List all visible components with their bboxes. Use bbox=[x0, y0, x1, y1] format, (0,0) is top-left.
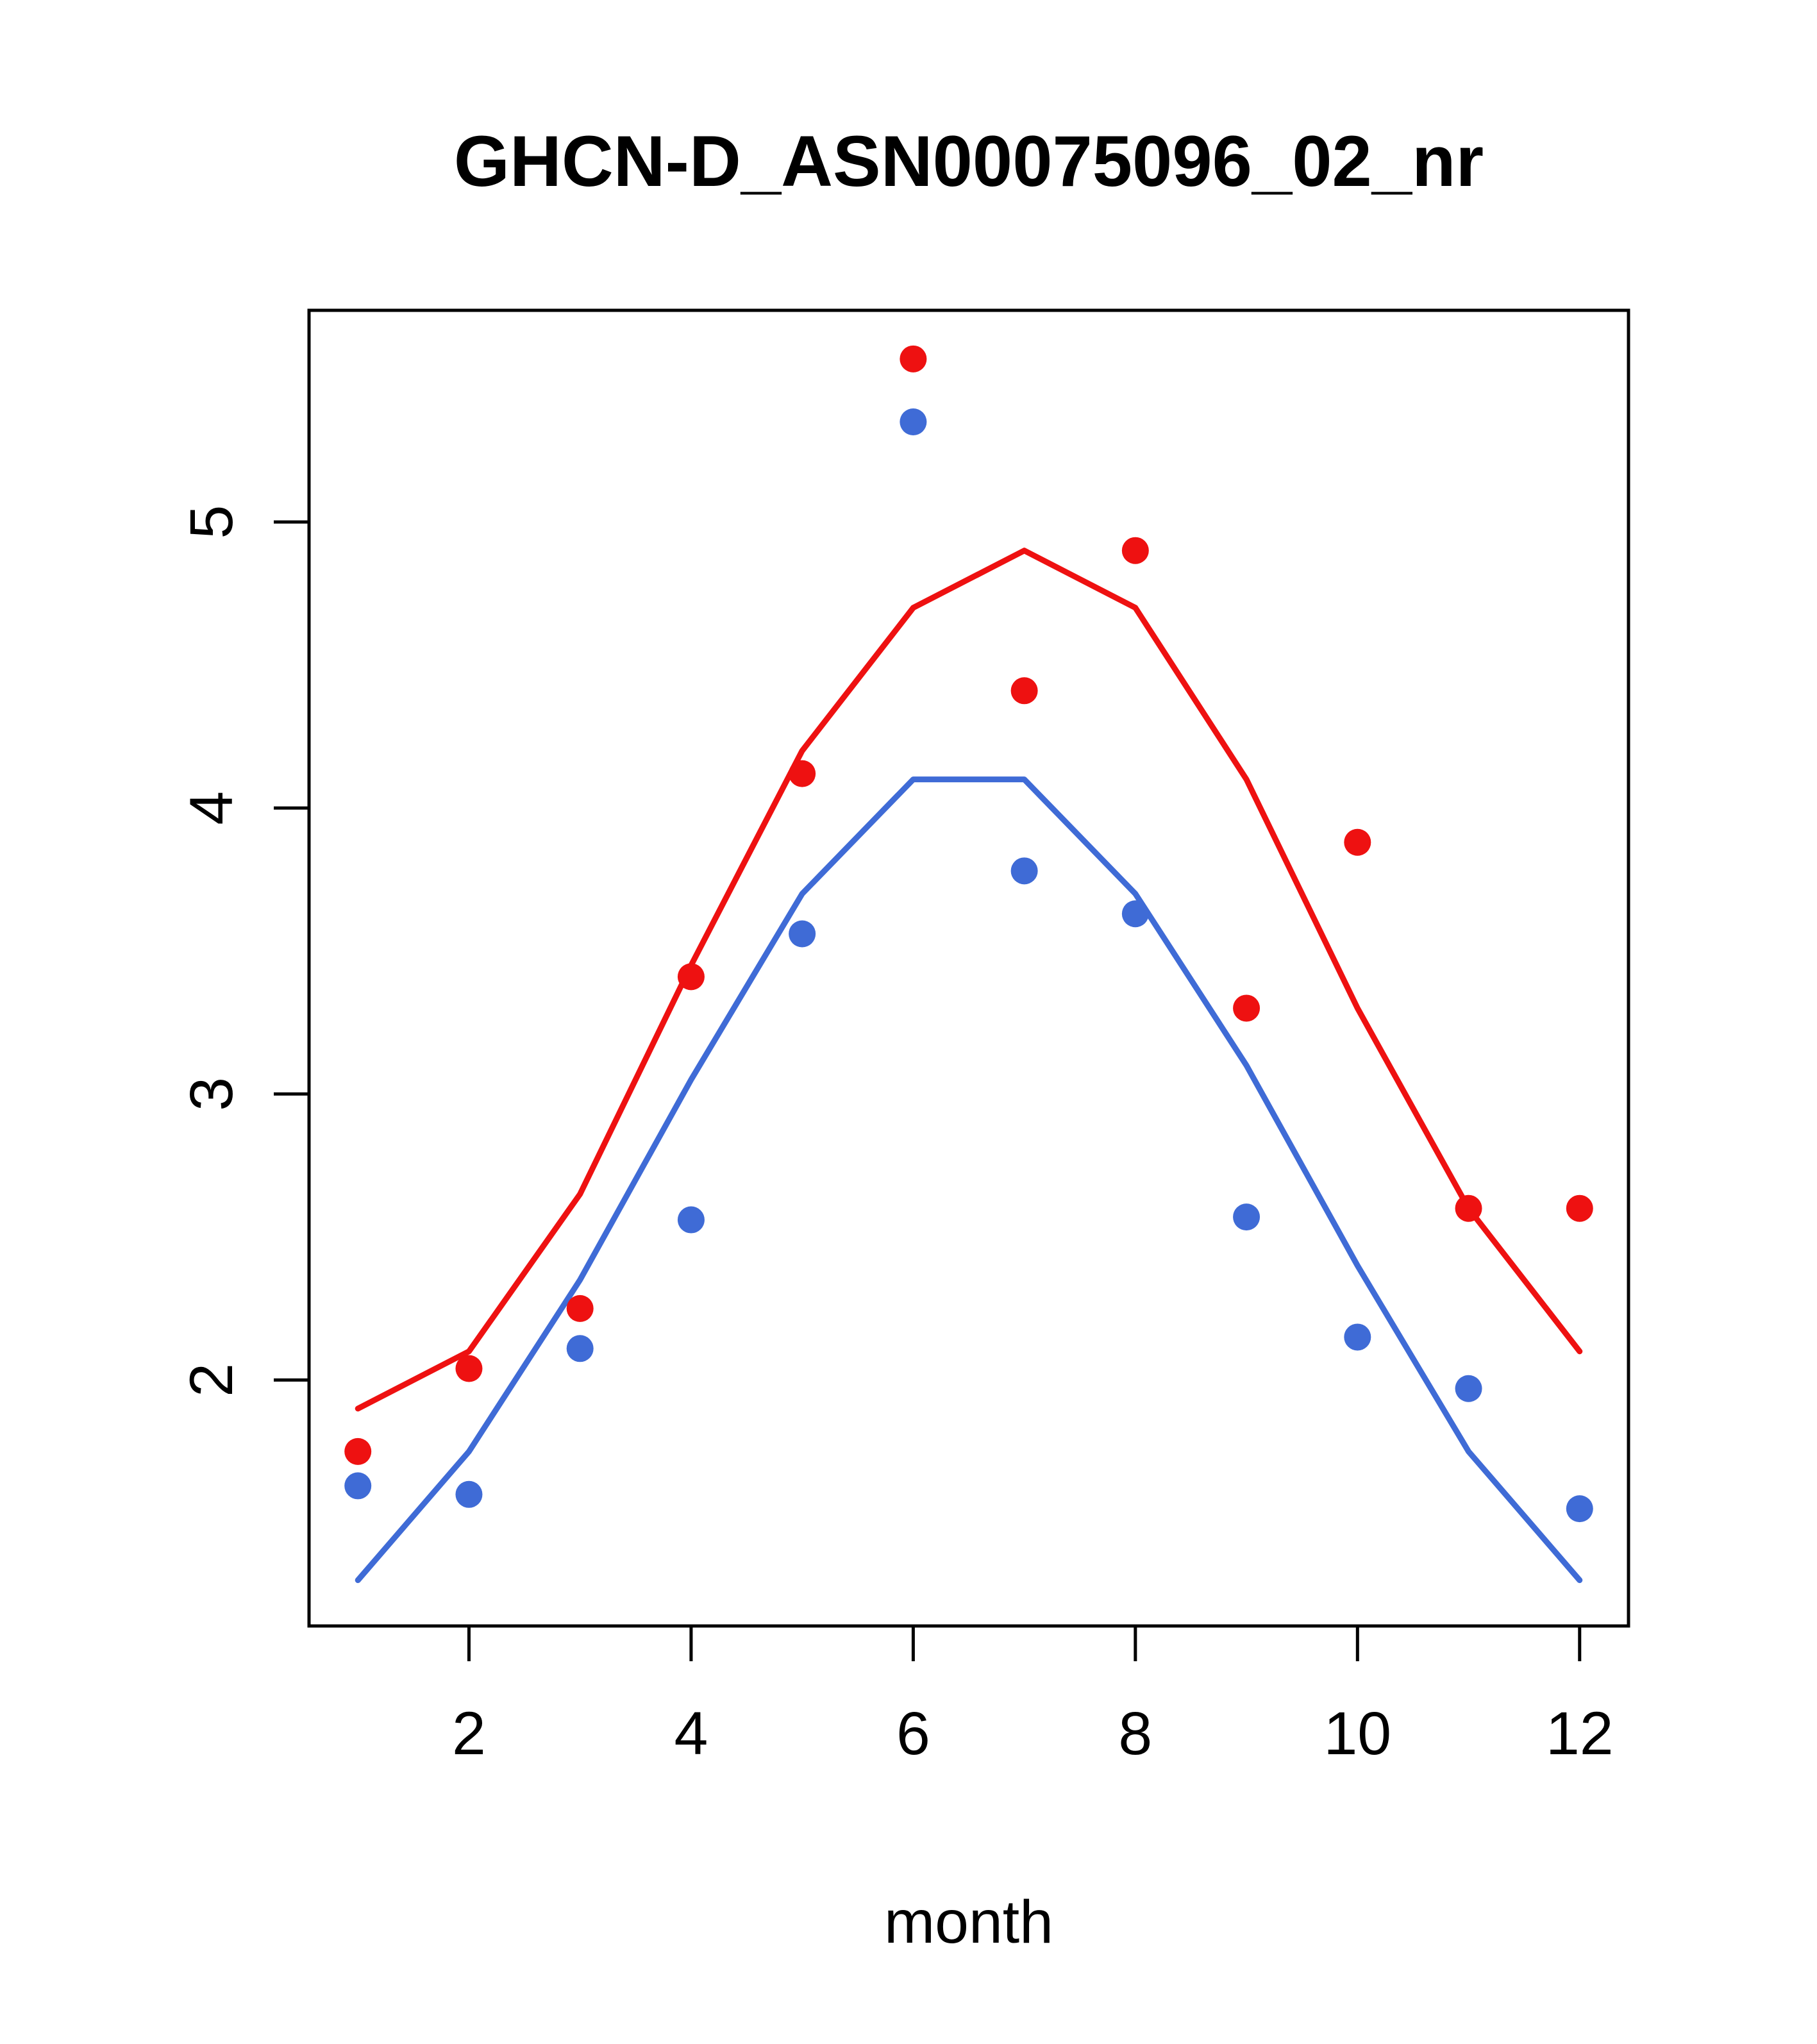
x-tick-label: 8 bbox=[1118, 1700, 1152, 1768]
red-points-marker bbox=[677, 963, 705, 991]
x-tick-label: 10 bbox=[1323, 1700, 1391, 1768]
x-axis-label: month bbox=[884, 1888, 1053, 1956]
blue-points-marker bbox=[677, 1206, 705, 1234]
red-points-marker bbox=[1233, 994, 1260, 1022]
blue-points-marker bbox=[789, 920, 816, 948]
plot-box bbox=[307, 308, 1630, 1628]
red-points-marker bbox=[1010, 677, 1038, 705]
x-tick-label: 2 bbox=[452, 1700, 486, 1768]
blue-points-marker bbox=[1121, 900, 1149, 928]
blue-points-marker bbox=[1344, 1323, 1371, 1351]
blue-points-marker bbox=[344, 1472, 372, 1500]
plot-content: 2 4 6 8 10 12 2 3 4 5 bbox=[178, 308, 1630, 1768]
red-points-marker bbox=[1566, 1194, 1593, 1222]
blue-line-series bbox=[355, 776, 1583, 1584]
blue-points-marker bbox=[1233, 1203, 1260, 1231]
y-tick-label: 4 bbox=[178, 791, 246, 825]
red-line-series bbox=[355, 548, 1583, 1412]
blue-points-marker bbox=[900, 408, 927, 435]
blue-points-marker bbox=[1566, 1495, 1593, 1523]
chart-title: GHCN-D_ASN00075096_02_nr bbox=[454, 121, 1484, 201]
blue-points-marker bbox=[1455, 1375, 1482, 1402]
x-tick-label: 4 bbox=[674, 1700, 708, 1768]
red-points-marker bbox=[900, 345, 927, 373]
red-points-marker bbox=[566, 1294, 594, 1322]
blue-points-marker bbox=[566, 1335, 594, 1362]
red-points-marker bbox=[344, 1437, 372, 1465]
red-points-marker bbox=[1121, 537, 1149, 564]
red-points-marker bbox=[1455, 1194, 1482, 1222]
red-points-marker bbox=[455, 1355, 483, 1382]
blue-points-marker bbox=[1010, 857, 1038, 885]
y-tick-label: 2 bbox=[178, 1363, 246, 1397]
y-tick-label: 5 bbox=[178, 505, 246, 539]
red-points-marker bbox=[789, 760, 816, 787]
x-tick-label: 12 bbox=[1546, 1700, 1614, 1768]
x-tick-label: 6 bbox=[896, 1700, 930, 1768]
red-points-marker bbox=[1344, 828, 1371, 856]
y-tick-label: 3 bbox=[178, 1077, 246, 1111]
blue-points-marker bbox=[455, 1480, 483, 1508]
